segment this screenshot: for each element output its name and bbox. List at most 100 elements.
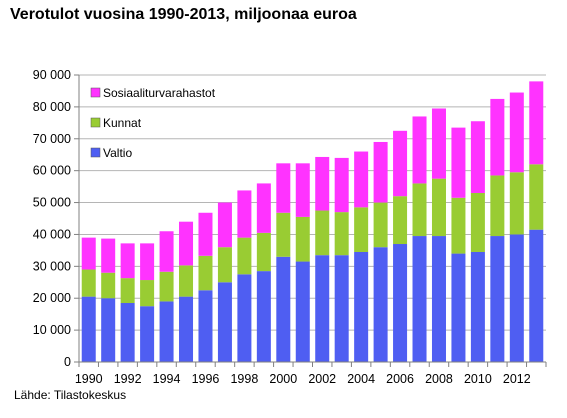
bar-sosiaaliturvarahastot-1997 [217, 202, 232, 248]
y-tick-label: 0 [64, 355, 71, 369]
bar-sosiaaliturvarahastot-1999 [256, 183, 271, 233]
bar-sosiaaliturvarahastot-1993 [140, 243, 155, 281]
bar-valtio-2005 [373, 247, 388, 362]
y-tick-label: 80 000 [33, 100, 71, 114]
bar-series [81, 81, 544, 362]
bar-sosiaaliturvarahastot-2006 [393, 130, 408, 197]
bar-kunnat-1995 [179, 265, 194, 297]
source-note: Lähde: Tilastokeskus [14, 388, 127, 402]
bar-valtio-1996 [198, 290, 213, 362]
bar-sosiaaliturvarahastot-1992 [120, 243, 135, 279]
y-tick-label: 60 000 [33, 164, 71, 178]
y-tick-label: 10 000 [33, 323, 71, 337]
x-axis-ticks: 1990 1992 1994 1996 1998 2000 2002 2004 2006 2008… [75, 362, 547, 386]
y-tick-label: 70 000 [33, 132, 71, 146]
x-tick-label: 2004 [347, 372, 375, 386]
bar-kunnat-2003 [334, 212, 349, 256]
x-tick-label: 2010 [464, 372, 492, 386]
legend: Sosiaaliturvarahastot Kunnat Valtio [90, 86, 216, 160]
bar-kunnat-2009 [451, 197, 466, 254]
bar-valtio-2010 [470, 251, 485, 362]
bar-sosiaaliturvarahastot-2010 [470, 121, 485, 193]
bar-valtio-2013 [529, 229, 544, 362]
x-tick-label: 2000 [269, 372, 297, 386]
bar-valtio-2007 [412, 236, 427, 362]
bar-valtio-2002 [315, 255, 330, 362]
x-tick-label: 2008 [425, 372, 453, 386]
y-axis-ticks: 0 10 000 20 000 30 000 40 000 50 000 60 000 70 … [33, 68, 79, 369]
bar-valtio-2000 [276, 256, 291, 362]
legend-swatch-valtio [90, 147, 101, 158]
y-tick-label: 50 000 [33, 196, 71, 210]
bar-valtio-1992 [120, 303, 135, 362]
bar-kunnat-2006 [393, 196, 408, 245]
x-tick-label: 1996 [192, 372, 220, 386]
bar-valtio-2012 [509, 234, 524, 362]
bar-kunnat-2007 [412, 183, 427, 237]
bar-kunnat-2011 [490, 175, 505, 237]
bar-sosiaaliturvarahastot-2007 [412, 116, 427, 184]
bar-kunnat-2010 [470, 192, 485, 252]
legend-label-sosiaaliturvarahastot: Sosiaaliturvarahastot [103, 86, 216, 100]
x-tick-label: 1998 [230, 372, 258, 386]
bar-valtio-2004 [354, 251, 369, 362]
bar-sosiaaliturvarahastot-2003 [334, 157, 349, 213]
bar-sosiaaliturvarahastot-1996 [198, 212, 213, 256]
bar-kunnat-1992 [120, 278, 135, 304]
x-tick-label: 2002 [308, 372, 336, 386]
chart-title: Verotulot vuosina 1990-2013, miljoonaa e… [10, 6, 357, 23]
x-tick-label: 2006 [386, 372, 414, 386]
bar-valtio-1990 [81, 296, 96, 362]
x-tick-label: 1992 [114, 372, 142, 386]
bar-valtio-1991 [101, 298, 116, 362]
bar-kunnat-1991 [101, 272, 116, 299]
bar-sosiaaliturvarahastot-2001 [295, 163, 310, 217]
x-tick-label: 1994 [153, 372, 181, 386]
bar-valtio-2001 [295, 261, 310, 362]
bar-sosiaaliturvarahastot-1994 [159, 231, 174, 272]
bar-sosiaaliturvarahastot-2012 [509, 92, 524, 173]
bar-valtio-1998 [237, 274, 252, 362]
bar-sosiaaliturvarahastot-1995 [179, 221, 194, 266]
bar-sosiaaliturvarahastot-2013 [529, 81, 544, 165]
bar-sosiaaliturvarahastot-1998 [237, 190, 252, 238]
bar-kunnat-2000 [276, 212, 291, 257]
bar-kunnat-2002 [315, 210, 330, 256]
bar-valtio-1999 [256, 271, 271, 362]
bar-kunnat-2001 [295, 216, 310, 262]
bar-valtio-1994 [159, 301, 174, 362]
bar-kunnat-1999 [256, 232, 271, 272]
y-tick-label: 40 000 [33, 227, 71, 241]
bar-valtio-1997 [217, 282, 232, 362]
bar-kunnat-2005 [373, 202, 388, 248]
bar-kunnat-1998 [237, 237, 252, 275]
legend-swatch-sosiaaliturvarahastot [90, 87, 101, 98]
y-tick-label: 90 000 [33, 68, 71, 82]
bar-valtio-2003 [334, 255, 349, 362]
bar-kunnat-1997 [217, 247, 232, 283]
bar-kunnat-2008 [431, 178, 446, 237]
bar-sosiaaliturvarahastot-1990 [81, 237, 96, 270]
legend-label-kunnat: Kunnat [103, 116, 142, 130]
legend-swatch-kunnat [90, 117, 101, 128]
bar-valtio-2011 [490, 236, 505, 362]
bar-valtio-2009 [451, 253, 466, 362]
bar-kunnat-2004 [354, 207, 369, 252]
x-tick-label: 2012 [503, 372, 531, 386]
bar-valtio-1995 [179, 296, 194, 362]
bar-kunnat-1996 [198, 255, 213, 291]
bar-sosiaaliturvarahastot-2005 [373, 141, 388, 203]
bar-kunnat-1990 [81, 269, 96, 297]
y-tick-label: 30 000 [33, 259, 71, 273]
bar-sosiaaliturvarahastot-2011 [490, 98, 505, 176]
bar-kunnat-2013 [529, 164, 544, 230]
bar-valtio-2008 [431, 236, 446, 362]
x-tick-label: 1990 [75, 372, 103, 386]
bar-sosiaaliturvarahastot-2004 [354, 151, 369, 208]
bar-kunnat-1994 [159, 271, 174, 302]
bar-sosiaaliturvarahastot-2009 [451, 127, 466, 198]
bar-valtio-2006 [393, 244, 408, 362]
bar-sosiaaliturvarahastot-2000 [276, 163, 291, 213]
bar-sosiaaliturvarahastot-1991 [101, 238, 116, 273]
